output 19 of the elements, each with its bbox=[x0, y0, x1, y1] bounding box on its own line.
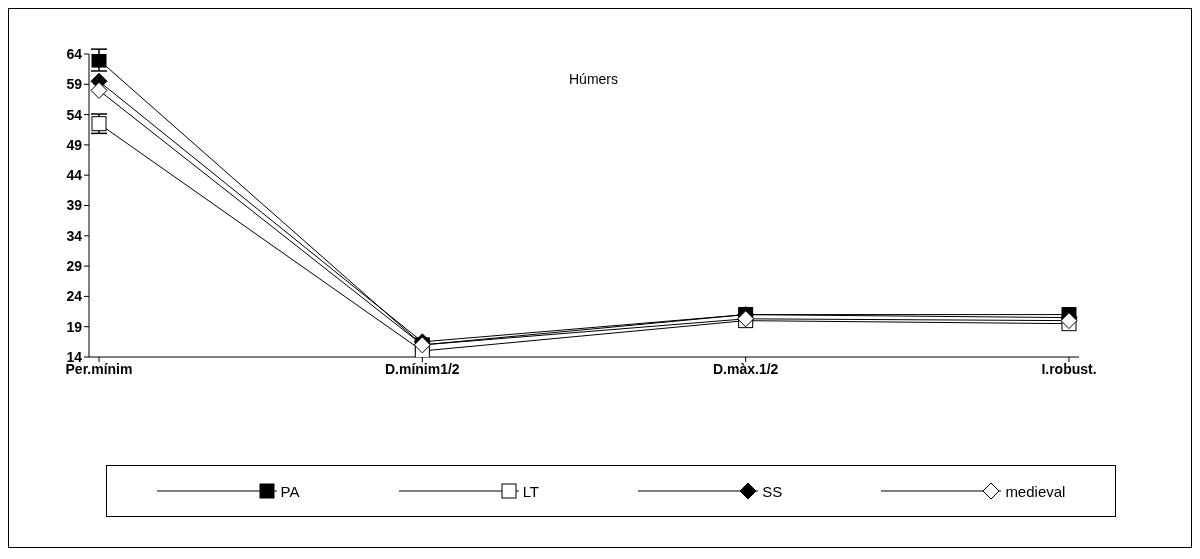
y-tick-label: 59 bbox=[66, 76, 83, 93]
y-tick-label: 39 bbox=[66, 197, 83, 214]
y-tick-label: 44 bbox=[66, 167, 83, 184]
legend-label: medieval bbox=[1005, 482, 1066, 500]
y-tick-label: 34 bbox=[66, 227, 83, 244]
y-tick-label: 19 bbox=[66, 318, 83, 335]
y-tick-label: 64 bbox=[66, 45, 83, 62]
y-tick-label: 54 bbox=[66, 106, 83, 123]
text: Húmers bbox=[569, 71, 619, 87]
y-tick-label: 14 bbox=[66, 348, 83, 365]
x-tick-label: D.mínim1/2 bbox=[384, 360, 460, 377]
y-tick-label: 24 bbox=[66, 288, 83, 305]
legend-label: SS bbox=[762, 482, 783, 500]
x-tick-label: D.màx.1/2 bbox=[712, 360, 779, 377]
legend-label: PA bbox=[280, 482, 300, 500]
legend-label: LT bbox=[522, 482, 540, 500]
x-tick-label: I.robust. bbox=[1041, 360, 1097, 377]
y-tick-label: 29 bbox=[66, 258, 83, 275]
y-tick-label: 49 bbox=[66, 136, 83, 153]
